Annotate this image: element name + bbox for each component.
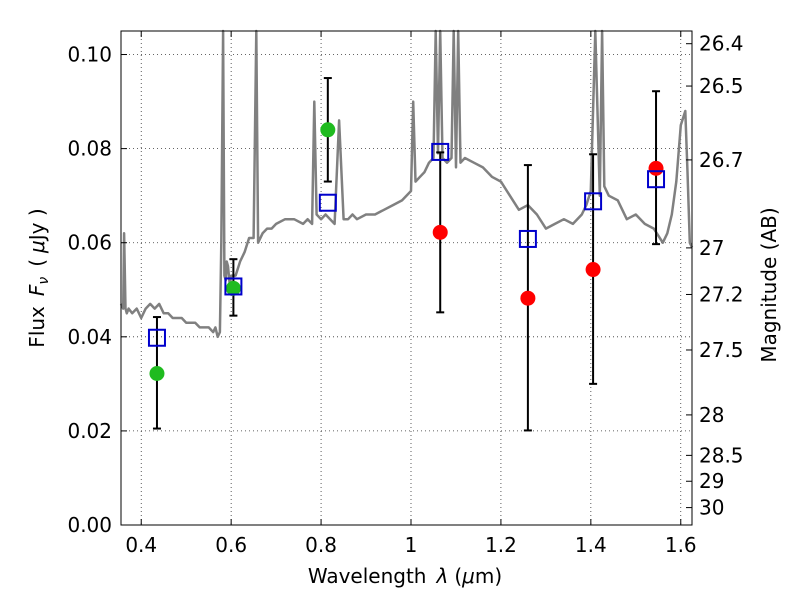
y-axis-title-main: Flux — [25, 306, 49, 348]
y2-tick-label: 27.2 — [699, 282, 744, 306]
y2-tick-label: 27 — [699, 236, 724, 260]
y-tick-label: 0.04 — [67, 325, 112, 349]
x-tick-label: 1.6 — [665, 533, 697, 557]
data-markers — [147, 122, 666, 382]
x-tick-label: 0.4 — [125, 533, 157, 557]
x-tick-label: 0.8 — [305, 533, 337, 557]
green-data-point — [320, 122, 336, 138]
x-axis-title-unit-mu: μ — [461, 564, 475, 588]
y-tick-label: 0.02 — [67, 419, 112, 443]
y2-tick-label: 29 — [699, 469, 724, 493]
x-axis-title-unit-close: m) — [475, 564, 502, 588]
model-square-point — [431, 142, 450, 161]
x-tick-label: 0.6 — [215, 533, 247, 557]
grid — [121, 31, 692, 526]
red-data-point — [432, 224, 448, 240]
x-axis-title-unit-open: ( — [454, 564, 462, 588]
model-square-point — [584, 192, 603, 211]
y-axis-title-unit-open: ( — [25, 259, 49, 267]
y-axis-title-unit-mu: μ — [25, 240, 49, 254]
y-axis-title-subscript: ν — [36, 277, 52, 285]
x-axis-title-symbol: λ — [435, 564, 448, 588]
model-square-point — [647, 170, 666, 189]
model-square-point — [224, 277, 243, 296]
y-axis-title: Flux Fν ( μJy ) — [25, 208, 52, 347]
y2-tick-label: 27.5 — [699, 338, 744, 362]
x-tick-label: 1.4 — [575, 533, 607, 557]
y2-tick-label: 26.5 — [699, 74, 744, 98]
y-tick-label: 0.08 — [67, 137, 112, 161]
plot-frame — [120, 30, 693, 526]
y2-tick-label: 30 — [699, 496, 724, 520]
y2-axis-title: Magnitude (AB) — [757, 207, 781, 362]
y2-tick-label: 28 — [699, 403, 724, 427]
spectrum-series — [119, 29, 694, 339]
error-bars — [152, 77, 661, 432]
y2-tick-label: 28.5 — [699, 443, 744, 467]
y-tick-label: 0.06 — [67, 231, 112, 255]
y2-tick-label: 26.7 — [699, 148, 744, 172]
y2-tick-label: 26.4 — [699, 32, 744, 56]
red-data-point — [520, 290, 536, 306]
spectrum-line — [119, 29, 694, 339]
x-tick-label: 1.2 — [485, 533, 517, 557]
y-tick-label: 0.00 — [67, 513, 112, 537]
model-square-point — [318, 193, 337, 212]
y-axis-title-unit-close: Jy ) — [25, 208, 49, 242]
green-data-point — [225, 280, 241, 296]
x-axis-title-main: Wavelength — [308, 564, 427, 588]
x-tick-label: 1 — [405, 533, 418, 557]
y-tick-label: 0.10 — [67, 43, 112, 67]
green-data-point — [149, 366, 165, 382]
axis-ticks: 0.4 0.6 0.8 1 1.2 1.4 1.6 0.00 0.02 0.04 0.06 0.08 0… — [67, 31, 744, 557]
model-square-point — [147, 328, 166, 347]
model-square-point — [518, 229, 537, 248]
x-axis-title: Wavelength λ (μm) — [308, 564, 502, 588]
red-data-point — [648, 160, 664, 176]
y-axis-title-symbol: F — [25, 284, 49, 296]
red-data-point — [585, 262, 601, 278]
